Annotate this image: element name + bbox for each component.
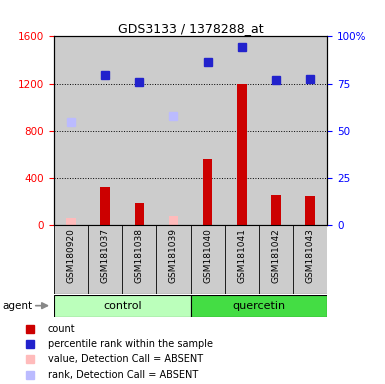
Bar	[259, 225, 293, 294]
Bar	[134, 204, 144, 225]
Text: GSM181038: GSM181038	[135, 228, 144, 283]
Bar	[203, 159, 213, 225]
Title: GDS3133 / 1378288_at: GDS3133 / 1378288_at	[118, 22, 263, 35]
Text: rank, Detection Call = ABSENT: rank, Detection Call = ABSENT	[48, 370, 198, 380]
Bar	[293, 36, 327, 225]
Text: agent: agent	[2, 301, 32, 311]
Text: GSM181037: GSM181037	[100, 228, 110, 283]
Bar	[259, 36, 293, 225]
Bar	[191, 36, 225, 225]
Bar	[100, 187, 110, 225]
Bar	[191, 225, 225, 294]
Bar	[54, 225, 88, 294]
Bar	[225, 225, 259, 294]
Bar	[271, 195, 281, 225]
Bar	[122, 225, 156, 294]
Bar	[237, 84, 247, 225]
Bar	[169, 217, 178, 225]
Bar	[156, 225, 191, 294]
Text: GSM181041: GSM181041	[237, 228, 246, 283]
Text: GSM181039: GSM181039	[169, 228, 178, 283]
Text: GSM180920: GSM180920	[67, 228, 75, 283]
Bar	[293, 225, 327, 294]
Text: quercetin: quercetin	[233, 301, 285, 311]
Text: value, Detection Call = ABSENT: value, Detection Call = ABSENT	[48, 354, 203, 364]
Bar	[54, 295, 191, 317]
Text: count: count	[48, 323, 75, 334]
Text: GSM181040: GSM181040	[203, 228, 212, 283]
Text: percentile rank within the sample: percentile rank within the sample	[48, 339, 213, 349]
Bar	[225, 36, 259, 225]
Bar	[191, 295, 327, 317]
Text: control: control	[103, 301, 142, 311]
Bar	[66, 218, 76, 225]
Bar	[54, 36, 88, 225]
Bar	[156, 36, 191, 225]
Bar	[88, 36, 122, 225]
Bar	[305, 197, 315, 225]
Text: GSM181043: GSM181043	[306, 228, 315, 283]
Bar	[88, 225, 122, 294]
Bar	[122, 36, 156, 225]
Text: GSM181042: GSM181042	[271, 228, 281, 283]
